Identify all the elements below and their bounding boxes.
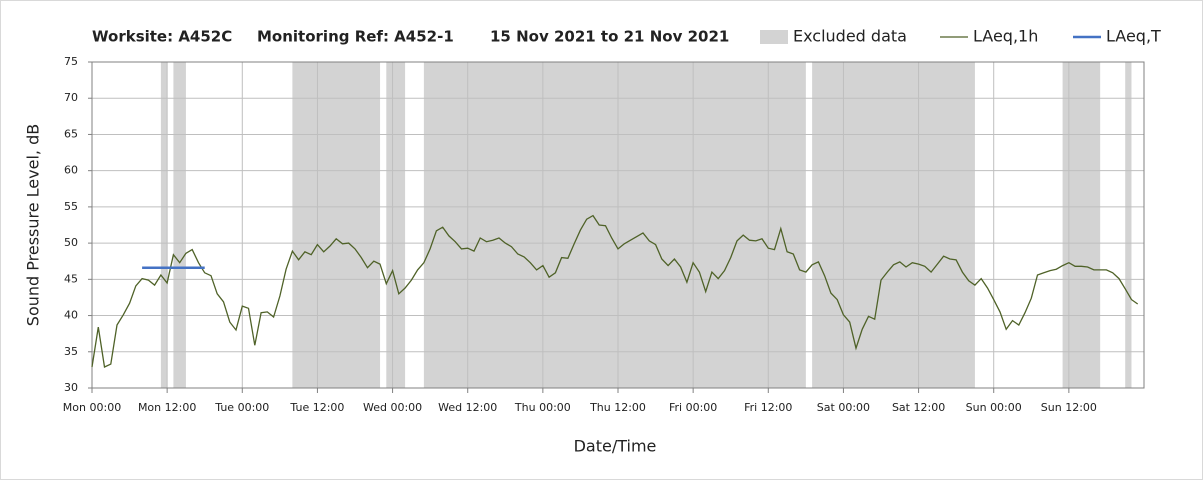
data-line [91, 214, 1139, 368]
excluded-span [160, 62, 168, 388]
x-tick-label: Wed 00:00 [363, 401, 422, 414]
legend-label: LAeq,1h [973, 27, 1038, 46]
x-tick-label: Mon 12:00 [138, 401, 196, 414]
x-tick-label: Sun 00:00 [966, 401, 1022, 414]
x-tick-label: Wed 12:00 [438, 401, 497, 414]
legend-swatch [760, 30, 788, 44]
chart-title: 15 Nov 2021 to 21 Nov 2021 [490, 28, 729, 46]
x-tick-label: Sat 12:00 [892, 401, 945, 414]
y-axis-label: Sound Pressure Level, dB [24, 124, 43, 326]
excluded-span [173, 62, 186, 388]
excluded-span [292, 62, 381, 388]
legend-label: LAeq,T [1106, 27, 1161, 46]
y-tick-label: 45 [64, 272, 78, 285]
excluded-span [1125, 62, 1132, 388]
chart-title: Monitoring Ref: A452-1 [257, 28, 454, 46]
y-tick-label: 50 [64, 236, 78, 249]
x-tick-label: Tue 00:00 [214, 401, 269, 414]
x-tick-label: Tue 12:00 [289, 401, 344, 414]
y-tick-label: 30 [64, 381, 78, 394]
y-tick-label: 75 [64, 55, 78, 68]
y-tick-label: 40 [64, 309, 78, 322]
plot-frame [91, 61, 1145, 389]
y-tick-label: 35 [64, 345, 78, 358]
y-tick-label: 60 [64, 164, 78, 177]
x-tick-label: Thu 12:00 [589, 401, 646, 414]
excluded-span [1062, 62, 1101, 388]
x-tick-label: Sun 12:00 [1041, 401, 1097, 414]
x-axis-label: Date/Time [574, 437, 657, 456]
x-tick-label: Thu 00:00 [514, 401, 571, 414]
excluded-span [386, 62, 406, 388]
chart-title: Worksite: A452C [92, 28, 232, 46]
y-tick-label: 55 [64, 200, 78, 213]
x-tick-label: Sat 00:00 [817, 401, 870, 414]
y-tick-label: 65 [64, 127, 78, 140]
excluded-span [812, 62, 975, 388]
x-tick-label: Mon 00:00 [63, 401, 121, 414]
y-tick-label: 70 [64, 91, 78, 104]
x-tick-label: Fri 00:00 [669, 401, 717, 414]
excluded-span [423, 62, 806, 388]
legend-label: Excluded data [793, 27, 907, 46]
x-tick-label: Fri 12:00 [744, 401, 792, 414]
